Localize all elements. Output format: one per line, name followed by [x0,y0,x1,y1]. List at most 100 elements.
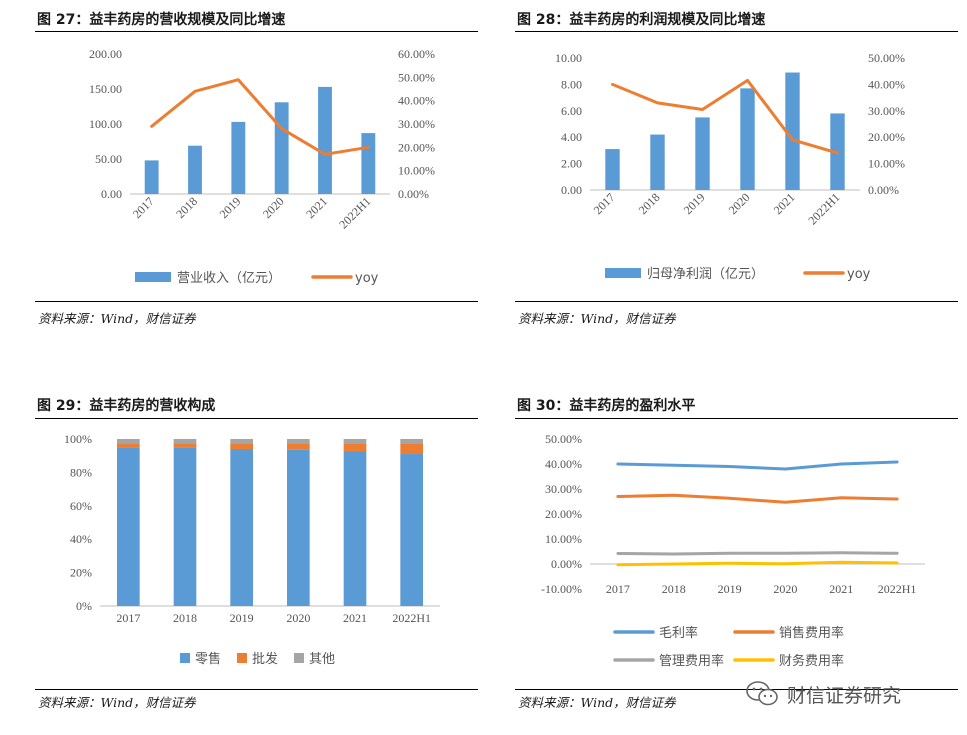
legend-swatch [135,272,171,282]
legend-label: 批发 [252,651,278,667]
profitability-chart: -10.00% 0.00% 10.00% 20.00% 30.00% 40.00% 50.0… [541,432,925,669]
stacked-bar-segment [400,439,423,445]
x-tick-label: 2019 [230,611,254,625]
x-tick-label: 2022H1 [336,194,373,231]
x-tick-label: 2017 [591,190,618,217]
bar [144,160,159,194]
y-tick-label: 2.00 [561,157,582,171]
revenue-chart: 0.00 50.00 100.00 150.00 200.00 0.00% 10.00% 20… [89,47,435,286]
stacked-bar-segment [117,443,140,448]
y-tick-label: 40.00% [545,457,582,471]
y-tick-label: 50.00% [545,432,582,446]
y2-tick-label: 0.00% [868,183,899,197]
bar [785,72,800,190]
stacked-bar-segment [343,439,367,445]
x-tick-label: 2020 [260,194,287,221]
legend-label: 零售 [195,651,221,667]
y-tick-label: 0.00% [551,557,582,571]
x-tick-label: 2019 [718,582,742,596]
x-tick-label: 2018 [662,582,686,596]
legend-swatch [605,268,641,278]
chart-title: 图 29：益丰药房的营收构成 [37,398,216,414]
stacked-bar-segment [287,439,310,444]
series-line [616,493,899,504]
source-divider [515,301,958,302]
x-tick-label: 2019 [681,190,708,217]
profit-chart: 0.00 2.00 4.00 6.00 8.00 10.00 0.00% 10.00% 20.0… [555,51,905,282]
chart-panel-revenue-mix: 图 29：益丰药房的营收构成 0% 20% 40% 60% 80% 100% 2017 201… [35,388,478,718]
x-tick-label: 2019 [217,194,244,221]
title-divider [515,31,958,32]
legend-swatch [294,653,304,663]
source-divider [35,689,478,690]
bar [231,121,246,194]
source-divider [515,689,958,690]
y2-tick-label: 20.00% [398,140,435,154]
stacked-bar-segment [343,444,367,452]
y-tick-label: 10.00 [555,51,582,65]
wechat-icon [746,681,778,706]
bar [188,145,202,194]
chart-title: 图 30：益丰药房的盈利水平 [517,398,696,414]
y-tick-label: 40% [70,532,92,546]
y-tick-label: 100.00 [89,117,122,131]
source-divider [35,301,478,302]
x-tick-label: 2020 [286,611,310,625]
x-tick-label: 2020 [726,190,753,217]
bar [361,133,376,194]
y2-tick-label: 50.00% [868,51,905,65]
legend-label: 毛利率 [659,625,698,641]
y-tick-label: 100% [64,432,92,446]
y-tick-label: 8.00 [561,77,582,91]
series-line [616,551,899,556]
bar [740,88,755,190]
chart-panel-revenue: 图 27：益丰药房的营收规模及同比增速 0.00 50.00 100.00 150.0… [35,0,478,330]
stacked-bar-segment [173,447,197,606]
legend-label: 归母净利润（亿元） [647,267,764,282]
stacked-bar-segment [287,449,310,606]
y-tick-label: 20.00% [545,507,582,521]
revenue-mix-chart: 0% 20% 40% 60% 80% 100% 2017 2018 2019 2020 2021 20… [64,432,440,667]
legend-label: 营业收入（亿元） [177,271,281,286]
legend-label: 其他 [309,652,335,667]
y-tick-label: 20% [70,566,92,580]
x-tick-label: 2020 [773,582,797,596]
stacked-bar-segment [173,444,197,448]
stacked-bar-segment [230,449,253,606]
stacked-bar-segment [400,454,423,606]
y2-tick-label: 10.00% [868,157,905,171]
x-tick-label: 2018 [173,611,197,625]
y2-tick-label: 50.00% [398,70,435,84]
bar [695,117,710,190]
bar [650,134,665,190]
stacked-bar-segment [117,439,140,444]
series-line [616,460,899,471]
y2-tick-label: 30.00% [868,104,905,118]
y-tick-label: 50.00 [95,152,122,166]
title-divider [35,418,478,419]
x-tick-label: 2017 [606,582,630,596]
chart-source: 资料来源：Wind，财信证券 [38,695,196,710]
bar [605,149,620,190]
y2-tick-label: 10.00% [398,164,435,178]
y2-tick-label: 60.00% [398,47,435,61]
y2-tick-label: 40.00% [398,94,435,108]
legend-label: 管理费用率 [659,653,724,669]
x-tick-label: 2021 [303,194,330,221]
legend-label: yoy [847,267,871,282]
chart-source: 资料来源：Wind，财信证券 [518,311,676,326]
stacked-bar-segment [117,447,140,606]
y-tick-label: 150.00 [89,82,122,96]
x-tick-label: 2017 [116,611,140,625]
chart-panel-profit: 图 28：益丰药房的利润规模及同比增速 0.00 2.00 4.00 6.00 8.00… [515,0,958,330]
bar [318,86,332,194]
x-tick-label: 2022H1 [805,190,842,227]
legend-swatch [180,653,190,663]
x-tick-label: 2021 [343,611,367,625]
y-tick-label: 6.00 [561,104,582,118]
chart-title: 图 28：益丰药房的利润规模及同比增速 [517,12,766,28]
chart-source: 资料来源：Wind，财信证券 [518,695,676,710]
x-tick-label: 2017 [130,194,157,221]
chart-title: 图 27：益丰药房的营收规模及同比增速 [37,12,286,28]
legend-label: yoy [355,271,379,286]
